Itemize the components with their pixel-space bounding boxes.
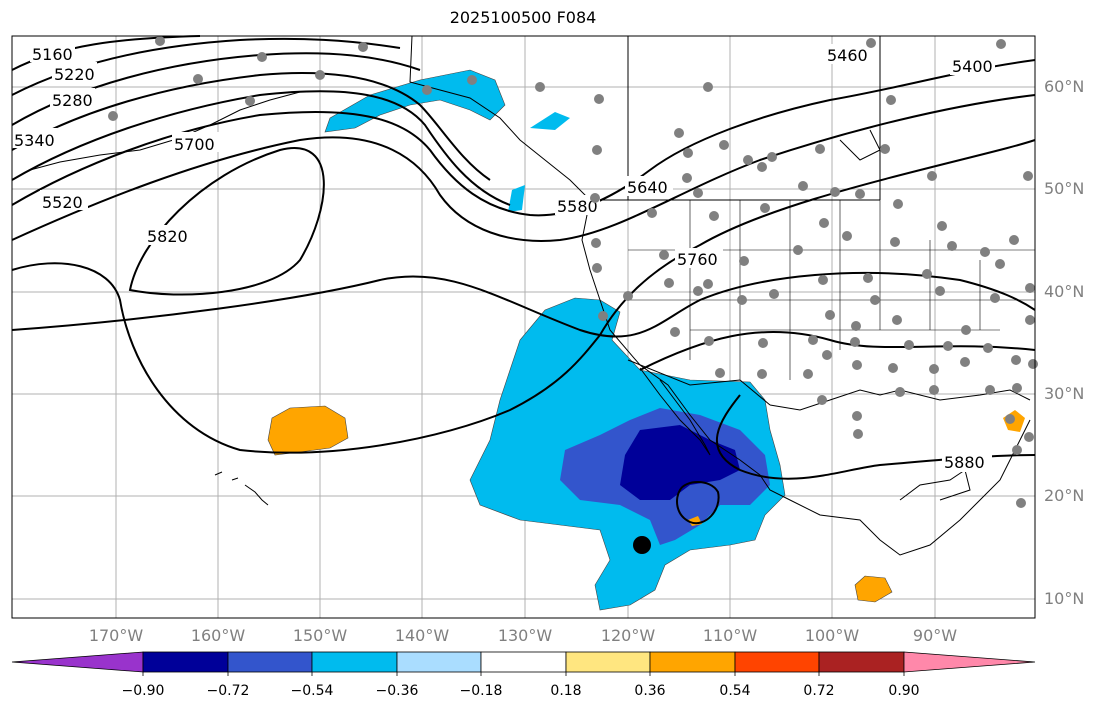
shading-orange-pacific (267, 405, 349, 456)
contour-label-group: 5160 5220 5280 5340 5400 5460 5520 5580 … (12, 42, 995, 472)
contour-label-5400: 5400 (952, 57, 993, 76)
colorbar-tick-label: −0.18 (459, 683, 503, 699)
contour-label-5760: 5760 (677, 250, 718, 269)
colorbar-segment-6 (565, 651, 651, 673)
contour-label-5460: 5460 (827, 46, 868, 65)
colorbar-segment-under (11, 651, 144, 673)
map-frame (11, 35, 1036, 619)
lat-label-40n: 40°N (1044, 282, 1085, 301)
shading-gulf-blue-small (508, 185, 525, 212)
colorbar-tick-label: 0.18 (550, 683, 582, 699)
lat-label-20n: 20°N (1044, 486, 1085, 505)
contour-label-5520: 5520 (42, 193, 83, 212)
shading-dark-blue (620, 425, 740, 500)
lon-label-120w: 120°W (600, 626, 656, 645)
shading-orange-south (854, 575, 893, 603)
colorbar-segment-3 (311, 651, 398, 673)
lon-label-110w: 110°W (702, 626, 758, 645)
contour-label-5340: 5340 (14, 131, 55, 150)
colorbar-segment-over (903, 651, 1036, 673)
lon-label-130w: 130°W (497, 626, 553, 645)
lon-label-100w: 100°W (804, 626, 860, 645)
contour-label-5700: 5700 (174, 135, 215, 154)
contour-label-5580: 5580 (557, 197, 598, 216)
colorbar-tick-label: −0.72 (206, 683, 250, 699)
coastlines (29, 35, 1035, 556)
colorbar-tick-label: −0.90 (121, 683, 165, 699)
us-mexico-border (627, 359, 771, 406)
colorbar-segment-8 (734, 651, 820, 673)
contour-label-5280: 5280 (52, 91, 93, 110)
colorbar-tick-label: −0.36 (375, 683, 419, 699)
lon-label-150w: 150°W (292, 626, 348, 645)
colorbar-tick-label: 0.36 (634, 683, 666, 699)
baja-california (639, 367, 711, 456)
station-markers (108, 36, 1038, 508)
colorbar-segment-9 (818, 651, 905, 673)
colorbar-tick-label: −0.54 (290, 683, 334, 699)
colorbar-tick-label: 0.72 (803, 683, 835, 699)
hudson-bay (839, 129, 881, 161)
colorbar-segment-7 (649, 651, 736, 673)
contour-label-5640: 5640 (627, 178, 668, 197)
colorbar (11, 651, 1036, 676)
map-background (12, 36, 1035, 618)
colorbar-segment-4 (396, 651, 482, 673)
shading-alaska-blue-small (530, 112, 570, 130)
lat-label-30n: 30°N (1044, 384, 1085, 403)
map-title: 2025100500 F084 (449, 8, 597, 27)
height-contours (11, 35, 1036, 525)
lat-label-50n: 50°N (1044, 179, 1085, 198)
storm-center-marker (633, 536, 651, 554)
yucatan (899, 469, 971, 501)
lat-label-10n: 10°N (1044, 589, 1085, 608)
north-america-coast (409, 35, 1031, 556)
contour-label-5820: 5820 (147, 227, 188, 246)
lat-label-60n: 60°N (1044, 77, 1085, 96)
lon-label-90w: 90°W (912, 626, 958, 645)
lon-label-170w: 170°W (88, 626, 144, 645)
state-lines (628, 200, 1035, 380)
lon-label-160w: 160°W (190, 626, 246, 645)
gulf-coast (769, 389, 1031, 411)
contour-label-5160: 5160 (32, 45, 73, 64)
lon-label-140w: 140°W (394, 626, 450, 645)
colorbar-segment-1 (142, 651, 229, 673)
contour-label-5880: 5880 (944, 453, 985, 472)
colorbar-tick-label: 0.90 (888, 683, 920, 699)
colorbar-segment-2 (227, 651, 313, 673)
contour-label-5220: 5220 (54, 65, 95, 84)
hawaii-islands (214, 471, 269, 506)
colorbar-segment-5 (480, 651, 567, 673)
colorbar-tick-label: 0.54 (719, 683, 751, 699)
